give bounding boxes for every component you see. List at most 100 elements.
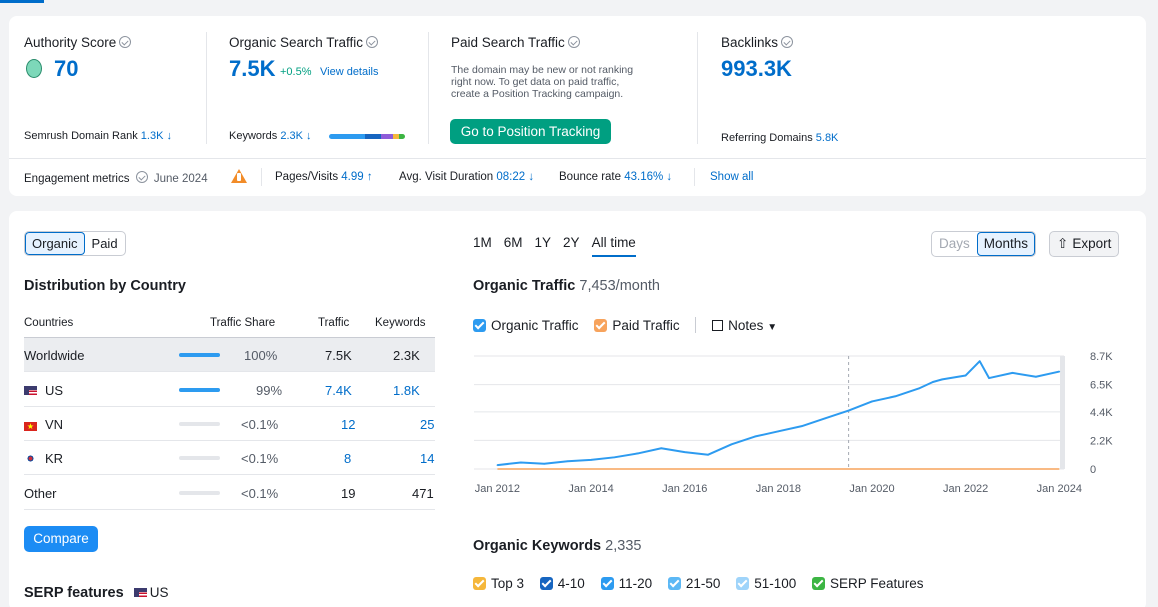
export-button[interactable]: ⇧ Export <box>1049 231 1120 257</box>
legend-paid[interactable]: Paid Traffic <box>594 318 680 333</box>
bounce-rate-value[interactable]: 43.16% ↓ <box>624 171 673 183</box>
col-traffic-share[interactable]: Traffic Share <box>210 317 276 329</box>
keywords-value: 2.3K <box>393 348 420 363</box>
backlinks-value[interactable]: 993.3K <box>721 56 792 81</box>
checkbox-icon <box>736 577 750 590</box>
serp-country: US <box>149 585 169 600</box>
domain-rank-value[interactable]: 1.3K ↓ <box>140 130 172 142</box>
period-1y[interactable]: 1Y <box>534 235 552 250</box>
checkbox-icon <box>600 577 614 590</box>
period-selector: 1M 6M 1Y 2Y All time <box>473 235 648 257</box>
divider <box>697 32 698 144</box>
period-6m[interactable]: 6M <box>503 235 523 250</box>
table-row[interactable]: Other <0.1% 19 471 <box>24 476 435 510</box>
country-name: Worldwide <box>24 348 85 363</box>
traffic-value[interactable]: 12 <box>341 417 356 432</box>
traffic-value[interactable]: 7.4K <box>325 383 352 398</box>
traffic-share-fill <box>179 388 220 392</box>
keywords-value[interactable]: 14 <box>420 451 435 466</box>
traffic-share-bar <box>179 388 220 392</box>
organic-traffic-point <box>660 447 663 450</box>
legend-11-20[interactable]: 11-20 <box>600 576 652 591</box>
traffic-share-bar <box>179 456 220 460</box>
referring-domains-value[interactable]: 5.8K <box>815 132 839 144</box>
checkbox-icon <box>539 577 553 590</box>
x-tick-label: Jan 2024 <box>1037 483 1082 495</box>
table-row[interactable]: Worldwide 100% 7.5K 2.3K <box>24 338 435 372</box>
traffic-share: <0.1% <box>241 417 279 432</box>
legend-organic[interactable]: Organic Traffic <box>473 318 579 333</box>
kr-flag-icon <box>24 454 37 463</box>
traffic-share: <0.1% <box>241 451 279 466</box>
info-icon[interactable] <box>366 36 379 48</box>
days-toggle[interactable]: Days <box>939 236 970 251</box>
traffic-share: <0.1% <box>241 486 279 501</box>
col-traffic[interactable]: Traffic <box>318 317 350 329</box>
col-keywords[interactable]: Keywords <box>375 317 426 329</box>
organic-traffic-point <box>988 377 990 379</box>
traffic-value[interactable]: 8 <box>344 451 352 466</box>
legend-serp-features[interactable]: SERP Features <box>812 576 924 591</box>
go-to-position-tracking-button[interactable]: Go to Position Tracking <box>450 119 611 144</box>
paid-traffic-metric: Paid Search Traffic The domain may be ne… <box>451 16 691 158</box>
organic-traffic-chart[interactable]: 8.7K 6.5K 4.4K 2.2K 0 Jan 2012 Jan 2014 Jan 201… <box>464 346 1144 496</box>
divider <box>695 317 697 333</box>
tab-organic[interactable]: Organic <box>25 232 85 255</box>
table-row[interactable]: ★ VN <0.1% 12 25 <box>24 407 435 441</box>
country-cell: US <box>24 383 63 398</box>
traffic-legend: Organic Traffic Paid Traffic Notes ▼ <box>473 317 777 333</box>
referring-domains: Referring Domains 5.8K <box>721 132 839 144</box>
info-icon[interactable] <box>567 36 580 48</box>
months-toggle[interactable]: Months <box>976 232 1036 256</box>
paid-note-line-1: The domain may be new or not ranking <box>451 64 634 76</box>
organic-traffic-point <box>566 460 569 463</box>
paid-note-line-3: create a Position Tracking campaign. <box>451 88 624 100</box>
tab-paid[interactable]: Paid <box>91 236 118 251</box>
keywords-value[interactable]: 2.3K ↓ <box>280 130 312 142</box>
keywords-value[interactable]: 25 <box>420 417 435 432</box>
checkbox-icon <box>594 319 608 332</box>
info-icon[interactable] <box>135 171 148 183</box>
us-flag-icon <box>133 588 147 597</box>
x-tick-label: Jan 2022 <box>943 483 988 495</box>
divider <box>261 168 262 186</box>
paid-note-line-2: right now. To get data on paid traffic, <box>451 76 620 88</box>
distribution-title: Distribution by Country <box>24 278 186 294</box>
organic-traffic-point <box>871 400 873 403</box>
traffic-value: 19 <box>341 486 356 501</box>
y-tick-label: 2.2K <box>1090 435 1113 447</box>
period-all-time[interactable]: All time <box>591 235 636 257</box>
organic-traffic-point <box>496 464 499 466</box>
view-details-link[interactable]: View details <box>320 66 379 78</box>
divider <box>9 158 1146 159</box>
legend-51-100[interactable]: 51-100 <box>736 576 796 591</box>
notes-dropdown[interactable]: Notes ▼ <box>712 318 777 333</box>
legend-21-50[interactable]: 21-50 <box>667 576 720 591</box>
period-2y[interactable]: 2Y <box>563 235 580 250</box>
organic-traffic-point <box>683 451 686 453</box>
info-icon[interactable] <box>781 36 794 48</box>
pages-per-visit-value[interactable]: 4.99 ↑ <box>341 171 373 183</box>
keywords-value[interactable]: 1.8K <box>393 383 420 398</box>
period-1m[interactable]: 1M <box>473 235 492 250</box>
traffic-share-fill <box>179 353 220 357</box>
table-row[interactable]: KR <0.1% 8 14 <box>24 441 435 475</box>
legend-4-10[interactable]: 4-10 <box>539 576 585 591</box>
keywords-count: Keywords 2.3K ↓ <box>229 130 312 142</box>
keywords-legend: Top 3 4-10 11-20 21-50 51-100 SERP Featu… <box>473 576 936 591</box>
info-icon[interactable] <box>119 36 132 48</box>
legend-top3[interactable]: Top 3 <box>473 576 524 591</box>
organic-traffic-point <box>932 381 934 383</box>
compare-button[interactable]: Compare <box>24 526 98 552</box>
table-row[interactable]: US 99% 7.4K 1.8K <box>24 373 435 407</box>
avg-visit-duration-value[interactable]: 08:22 ↓ <box>496 171 535 183</box>
divider <box>428 32 429 144</box>
checkbox-icon <box>812 577 825 590</box>
divider <box>694 168 695 186</box>
organic-traffic-point <box>590 459 592 461</box>
organic-traffic-monthly: 7,453/month <box>579 278 660 294</box>
show-all-link[interactable]: Show all <box>710 171 754 183</box>
organic-traffic-line <box>497 360 1060 467</box>
y-tick-label: 8.7K <box>1090 351 1113 363</box>
y-tick-label: 6.5K <box>1090 380 1113 392</box>
